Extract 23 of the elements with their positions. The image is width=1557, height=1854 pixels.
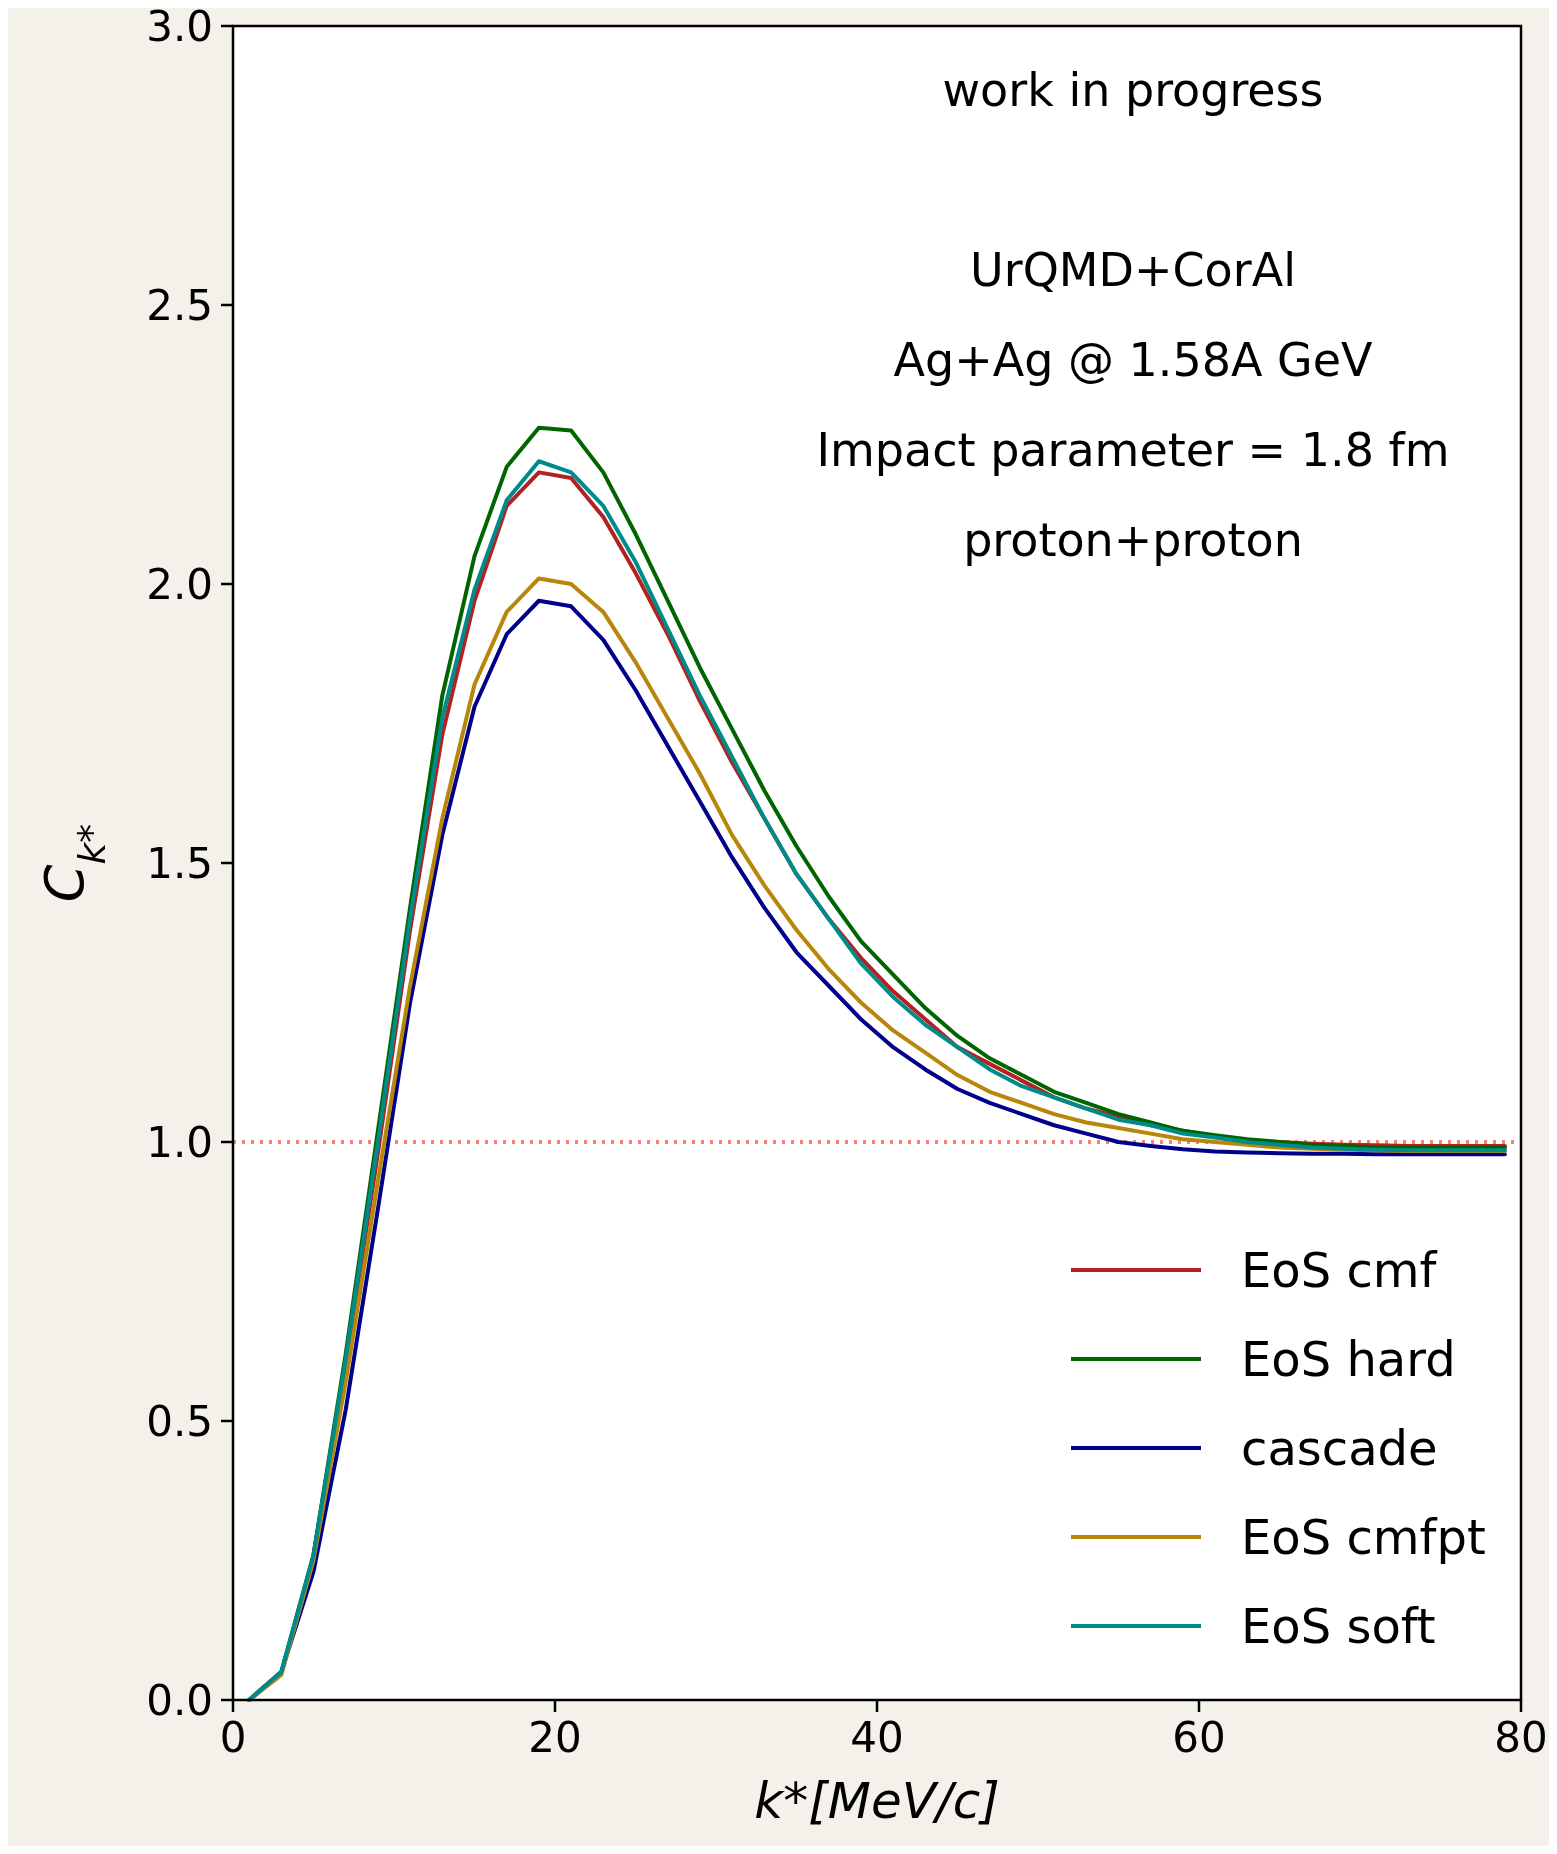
annotation: Impact parameter = 1.8 fm xyxy=(816,423,1450,477)
x-tick-label: 60 xyxy=(1172,1713,1226,1762)
legend-label: EoS cmf xyxy=(1241,1241,1438,1298)
x-tick-label: 80 xyxy=(1494,1713,1548,1762)
x-tick-label: 40 xyxy=(850,1713,904,1762)
y-tick-label: 1.5 xyxy=(146,838,213,888)
x-tick-label: 0 xyxy=(219,1713,247,1762)
y-tick-label: 0.5 xyxy=(146,1396,213,1446)
legend-label: EoS soft xyxy=(1241,1597,1436,1654)
y-tick-label: 0.0 xyxy=(146,1675,213,1725)
annotation: Ag+Ag @ 1.58A GeV xyxy=(893,333,1374,387)
x-tick-label: 20 xyxy=(528,1713,582,1762)
x-axis-title: k*[MeV/c] xyxy=(754,1772,1000,1830)
legend-label: cascade xyxy=(1241,1419,1438,1476)
legend-label: EoS cmfpt xyxy=(1241,1508,1486,1565)
y-tick-label: 1.0 xyxy=(146,1117,213,1167)
y-tick-label: 3.0 xyxy=(146,1,213,51)
y-tick-label: 2.0 xyxy=(146,559,213,609)
annotation: proton+proton xyxy=(963,513,1303,567)
annotation: UrQMD+CorAl xyxy=(970,243,1296,297)
y-tick-label: 2.5 xyxy=(146,280,213,330)
annotation: work in progress xyxy=(942,63,1324,117)
legend-label: EoS hard xyxy=(1241,1330,1456,1387)
